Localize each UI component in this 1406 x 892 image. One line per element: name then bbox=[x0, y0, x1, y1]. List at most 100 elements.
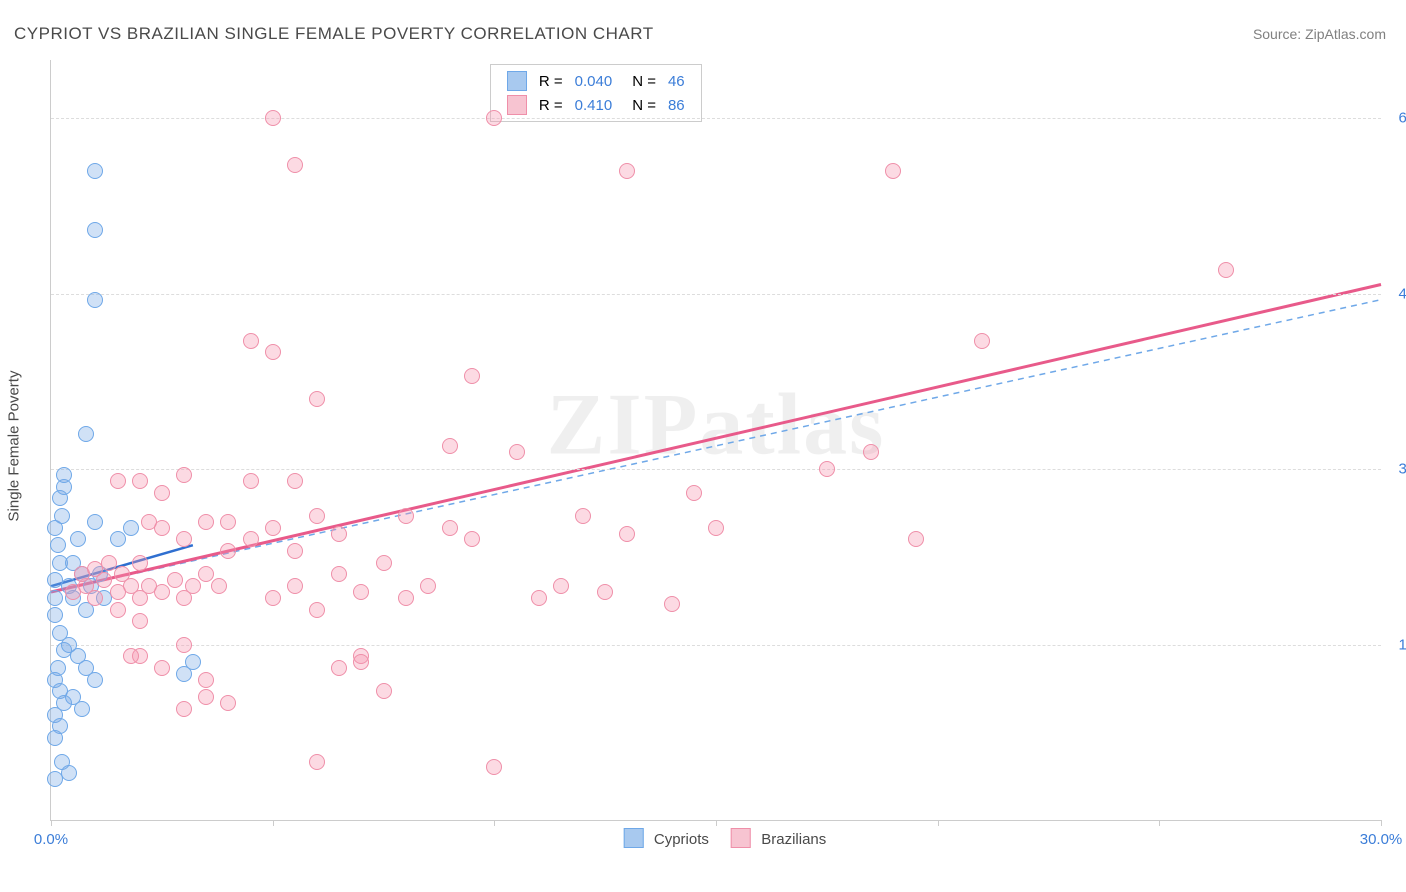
scatter-point bbox=[376, 683, 392, 699]
scatter-point bbox=[553, 578, 569, 594]
scatter-point bbox=[74, 701, 90, 717]
scatter-point bbox=[50, 537, 66, 553]
gridline-h bbox=[51, 469, 1381, 470]
y-tick-label: 45.0% bbox=[1386, 285, 1406, 302]
x-tick-mark bbox=[938, 820, 939, 826]
scatter-point bbox=[819, 461, 835, 477]
scatter-point bbox=[309, 754, 325, 770]
scatter-point bbox=[101, 555, 117, 571]
scatter-point bbox=[442, 520, 458, 536]
scatter-point bbox=[47, 590, 63, 606]
scatter-point bbox=[220, 514, 236, 530]
scatter-point bbox=[110, 602, 126, 618]
scatter-point bbox=[78, 426, 94, 442]
x-tick-mark bbox=[1159, 820, 1160, 826]
scatter-point bbox=[464, 368, 480, 384]
scatter-point bbox=[87, 163, 103, 179]
scatter-point bbox=[265, 590, 281, 606]
scatter-point bbox=[87, 590, 103, 606]
scatter-point bbox=[154, 584, 170, 600]
scatter-point bbox=[243, 531, 259, 547]
scatter-point bbox=[863, 444, 879, 460]
scatter-point bbox=[509, 444, 525, 460]
scatter-point bbox=[265, 520, 281, 536]
scatter-point bbox=[664, 596, 680, 612]
scatter-point bbox=[974, 333, 990, 349]
scatter-point bbox=[287, 157, 303, 173]
scatter-point bbox=[265, 110, 281, 126]
scatter-point bbox=[619, 526, 635, 542]
scatter-point bbox=[141, 514, 157, 530]
scatter-point bbox=[211, 578, 227, 594]
scatter-point bbox=[243, 333, 259, 349]
x-tick-label: 0.0% bbox=[34, 831, 68, 848]
legend-series: Cypriots Brazilians bbox=[606, 828, 827, 848]
scatter-point bbox=[531, 590, 547, 606]
scatter-point bbox=[110, 531, 126, 547]
legend-stats: R =0.040N =46R =0.410N =86 bbox=[490, 64, 702, 122]
scatter-point bbox=[154, 660, 170, 676]
scatter-point bbox=[176, 467, 192, 483]
scatter-point bbox=[287, 578, 303, 594]
scatter-point bbox=[376, 555, 392, 571]
scatter-point bbox=[331, 566, 347, 582]
scatter-point bbox=[464, 531, 480, 547]
y-tick-label: 15.0% bbox=[1386, 636, 1406, 653]
chart-container: CYPRIOT VS BRAZILIAN SINGLE FEMALE POVER… bbox=[0, 0, 1406, 892]
scatter-point bbox=[47, 730, 63, 746]
scatter-point bbox=[56, 467, 72, 483]
scatter-point bbox=[167, 572, 183, 588]
scatter-point bbox=[185, 654, 201, 670]
scatter-point bbox=[176, 531, 192, 547]
scatter-point bbox=[331, 660, 347, 676]
scatter-point bbox=[87, 672, 103, 688]
scatter-point bbox=[110, 473, 126, 489]
scatter-point bbox=[309, 391, 325, 407]
scatter-point bbox=[114, 566, 130, 582]
scatter-point bbox=[87, 514, 103, 530]
scatter-point bbox=[265, 344, 281, 360]
x-tick-mark bbox=[273, 820, 274, 826]
y-axis-label: Single Female Poverty bbox=[6, 371, 23, 522]
x-tick-label: 30.0% bbox=[1360, 831, 1403, 848]
scatter-point bbox=[87, 292, 103, 308]
scatter-point bbox=[198, 689, 214, 705]
gridline-h bbox=[51, 645, 1381, 646]
scatter-point bbox=[309, 602, 325, 618]
x-tick-mark bbox=[1381, 820, 1382, 826]
scatter-point bbox=[287, 473, 303, 489]
scatter-point bbox=[132, 473, 148, 489]
scatter-point bbox=[123, 520, 139, 536]
x-tick-mark bbox=[494, 820, 495, 826]
scatter-point bbox=[398, 590, 414, 606]
scatter-point bbox=[176, 701, 192, 717]
x-tick-mark bbox=[716, 820, 717, 826]
scatter-point bbox=[597, 584, 613, 600]
scatter-point bbox=[287, 543, 303, 559]
scatter-point bbox=[198, 672, 214, 688]
regression-lines bbox=[51, 60, 1381, 820]
scatter-point bbox=[353, 654, 369, 670]
scatter-point bbox=[220, 695, 236, 711]
scatter-point bbox=[908, 531, 924, 547]
scatter-point bbox=[309, 508, 325, 524]
scatter-point bbox=[398, 508, 414, 524]
scatter-point bbox=[331, 526, 347, 542]
gridline-h bbox=[51, 294, 1381, 295]
scatter-point bbox=[132, 555, 148, 571]
scatter-point bbox=[486, 759, 502, 775]
y-tick-label: 30.0% bbox=[1386, 461, 1406, 478]
scatter-point bbox=[619, 163, 635, 179]
scatter-point bbox=[61, 765, 77, 781]
scatter-point bbox=[132, 613, 148, 629]
scatter-point bbox=[686, 485, 702, 501]
y-tick-label: 60.0% bbox=[1386, 110, 1406, 127]
scatter-point bbox=[123, 648, 139, 664]
chart-title: CYPRIOT VS BRAZILIAN SINGLE FEMALE POVER… bbox=[14, 24, 654, 44]
scatter-point bbox=[575, 508, 591, 524]
plot-area: ZIPatlas R =0.040N =46R =0.410N =86 Cypr… bbox=[50, 60, 1381, 821]
scatter-point bbox=[442, 438, 458, 454]
scatter-point bbox=[70, 531, 86, 547]
scatter-point bbox=[220, 543, 236, 559]
scatter-point bbox=[54, 508, 70, 524]
